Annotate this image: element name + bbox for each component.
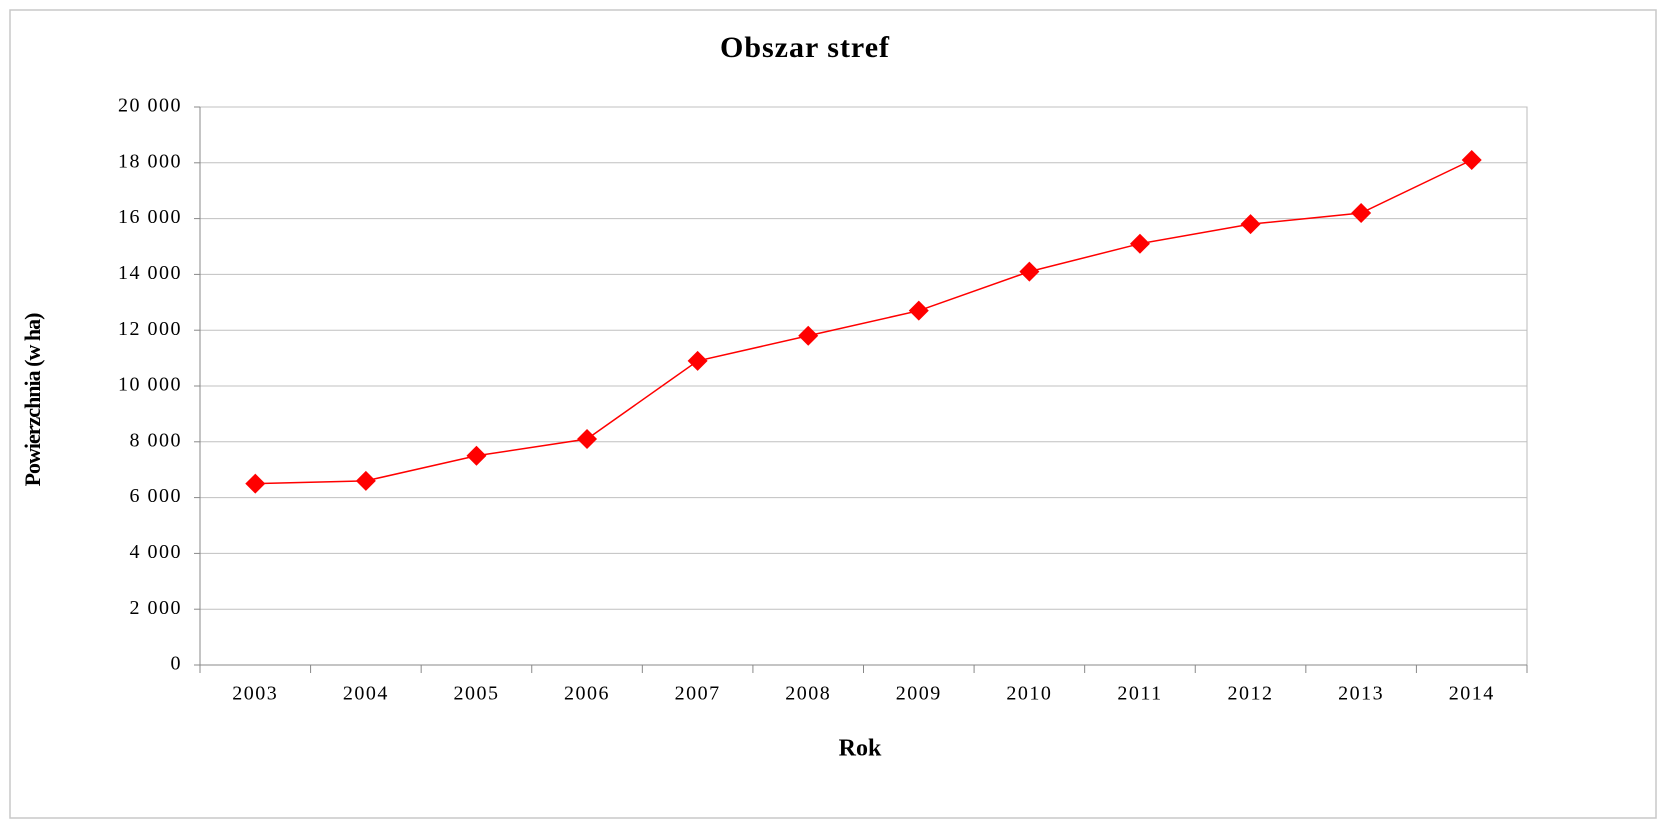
data-marker xyxy=(245,473,266,494)
y-tick-label: 20 000 xyxy=(118,95,182,117)
data-marker xyxy=(1461,150,1482,171)
data-marker xyxy=(1019,261,1040,282)
data-marker xyxy=(1129,233,1150,254)
x-tick-label: 2013 xyxy=(1338,683,1384,705)
data-marker xyxy=(466,445,487,466)
x-tick-label: 2006 xyxy=(564,683,610,705)
y-tick-label: 18 000 xyxy=(118,150,182,172)
data-line xyxy=(255,159,1473,485)
y-tick-label: 4 000 xyxy=(130,541,183,563)
chart-title: Obszar stref xyxy=(720,31,890,64)
y-tick-label: 10 000 xyxy=(118,374,182,396)
x-tick-label: 2005 xyxy=(453,683,499,705)
x-tick-label: 2011 xyxy=(1117,683,1162,705)
x-tick-label: 2014 xyxy=(1449,683,1495,705)
data-marker xyxy=(908,300,929,321)
y-tick-label: 16 000 xyxy=(118,206,182,228)
y-tick-label: 2 000 xyxy=(130,597,183,619)
y-tick-label: 14 000 xyxy=(118,262,182,284)
x-tick-label: 2010 xyxy=(1006,683,1052,705)
y-tick-label: 0 xyxy=(171,653,183,675)
data-marker xyxy=(1240,214,1261,235)
y-tick-label: 6 000 xyxy=(130,485,183,507)
data-marker xyxy=(798,325,819,346)
data-marker xyxy=(687,350,708,371)
x-tick-label: 2007 xyxy=(675,683,721,705)
x-tick-label: 2003 xyxy=(232,683,278,705)
data-marker xyxy=(355,470,376,491)
y-axis-title: Powierzchnia (w ha) xyxy=(20,313,45,487)
data-marker xyxy=(1351,203,1372,224)
x-tick-label: 2008 xyxy=(785,683,831,705)
x-axis-title: Rok xyxy=(839,736,882,762)
x-tick-label: 2009 xyxy=(896,683,942,705)
data-marker xyxy=(577,429,598,450)
x-tick-label: 2004 xyxy=(343,683,389,705)
y-tick-label: 12 000 xyxy=(118,318,182,340)
y-tick-label: 8 000 xyxy=(130,429,183,451)
x-tick-label: 2012 xyxy=(1228,683,1274,705)
